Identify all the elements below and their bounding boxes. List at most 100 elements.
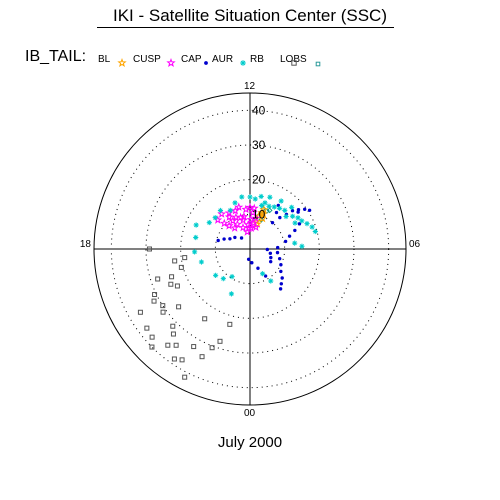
point-rb-36 <box>289 204 295 210</box>
point-aur-15 <box>275 250 280 255</box>
point-cap-23 <box>249 203 259 213</box>
point-rb-18 <box>217 207 224 214</box>
point-rb-0 <box>247 194 253 200</box>
point-aur-14 <box>275 245 280 250</box>
point-lobs-29 <box>202 316 208 322</box>
point-lobs-28 <box>176 304 182 310</box>
point-cusp-4 <box>259 205 269 214</box>
point-lobs-16 <box>149 344 155 350</box>
hour-label-18: 18 <box>80 239 92 250</box>
point-cap-14 <box>248 207 258 217</box>
point-rb-7 <box>282 207 288 213</box>
point-lobs-25 <box>209 345 215 351</box>
legend-label-lobs: LOBS <box>280 54 307 65</box>
point-aur-12 <box>287 234 292 238</box>
point-lobs-10 <box>174 283 180 289</box>
polar-grid <box>93 92 407 406</box>
point-aur-26 <box>216 238 220 243</box>
point-cap-3 <box>230 223 240 232</box>
point-lobs-15 <box>170 323 176 329</box>
point-rb-25 <box>213 272 219 278</box>
point-lobs-13 <box>144 325 150 331</box>
point-cap-13 <box>251 222 261 232</box>
point-rb-21 <box>193 222 199 228</box>
legend-label-aur: AUR <box>212 54 234 65</box>
point-rb-23 <box>192 249 198 255</box>
point-lobs-26 <box>217 338 223 344</box>
radial-label-20: 20 <box>252 173 266 187</box>
point-cap-12 <box>251 213 261 223</box>
point-cap-17 <box>234 202 244 211</box>
point-cap-15 <box>245 202 255 212</box>
point-lobs-18 <box>165 342 171 348</box>
point-lobs-12 <box>160 309 166 315</box>
legend-marker-rb <box>240 60 246 66</box>
legend-label-cap: CAP <box>181 54 202 65</box>
radial-label-10: 10 <box>252 207 266 221</box>
point-aur-24 <box>269 255 273 260</box>
point-aur-11 <box>293 228 297 233</box>
point-aur-7 <box>270 220 275 225</box>
legend-prefix: IB_TAIL: <box>25 48 87 65</box>
point-lobs-19 <box>173 342 179 348</box>
point-rb-15 <box>239 194 245 200</box>
legend-label-rb: RB <box>250 54 264 65</box>
point-aur-18 <box>279 269 283 274</box>
point-lobs-9 <box>137 309 143 315</box>
point-rb-8 <box>283 213 289 220</box>
legend-markers <box>117 57 321 67</box>
point-aur-22 <box>265 247 270 252</box>
legend-marker-cap <box>166 57 176 67</box>
axis-labels: 12 18 06 00 10 20 30 40 <box>80 81 421 419</box>
point-lobs-0 <box>146 246 152 252</box>
point-cap-11 <box>248 218 258 228</box>
legend-label-bl: BL <box>98 54 111 65</box>
point-lobs-17 <box>170 331 176 337</box>
point-cap-18 <box>230 206 240 215</box>
page-title: IKI - Satellite Situation Center (SSC) <box>112 6 387 25</box>
point-lobs-5 <box>155 276 161 282</box>
point-aur-23 <box>268 251 273 256</box>
point-aur-6 <box>278 215 282 220</box>
series-rb <box>192 193 318 297</box>
point-rb-22 <box>193 234 199 241</box>
point-lobs-24 <box>199 354 205 360</box>
legend-label-cusp: CUSP <box>133 54 161 65</box>
radial-label-30: 30 <box>252 138 266 152</box>
point-rb-30 <box>268 278 274 284</box>
point-rb-26 <box>220 276 226 282</box>
point-aur-13 <box>283 239 288 244</box>
point-lobs-11 <box>160 303 166 309</box>
hour-label-00: 00 <box>244 408 256 419</box>
legend-marker-aur <box>204 61 208 65</box>
point-lobs-23 <box>182 374 188 380</box>
point-lobs-27 <box>227 321 233 327</box>
point-lobs-8 <box>152 292 158 298</box>
point-aur-33 <box>256 266 260 270</box>
point-rb-28 <box>228 291 235 297</box>
point-lobs-3 <box>178 264 184 270</box>
point-rb-1 <box>252 196 258 202</box>
point-rb-20 <box>206 219 212 226</box>
point-cap-27 <box>228 216 238 225</box>
point-aur-19 <box>280 276 284 280</box>
point-lobs-1 <box>182 255 188 261</box>
point-rb-24 <box>198 259 205 265</box>
point-aur-25 <box>268 259 273 264</box>
point-aur-17 <box>279 263 283 267</box>
data-points <box>137 193 318 380</box>
point-lobs-14 <box>149 334 155 340</box>
point-lobs-4 <box>169 274 175 280</box>
point-rb-2 <box>258 193 264 200</box>
point-rb-34 <box>259 202 265 209</box>
point-cap-1 <box>238 222 248 232</box>
point-rb-11 <box>299 218 305 224</box>
point-rb-3 <box>262 200 268 206</box>
point-rb-6 <box>276 205 283 211</box>
point-bl-2 <box>258 216 265 223</box>
point-rb-37 <box>292 220 298 226</box>
point-aur-21 <box>278 287 283 291</box>
point-lobs-21 <box>179 357 185 363</box>
chart-date-caption: July 2000 <box>217 434 283 451</box>
